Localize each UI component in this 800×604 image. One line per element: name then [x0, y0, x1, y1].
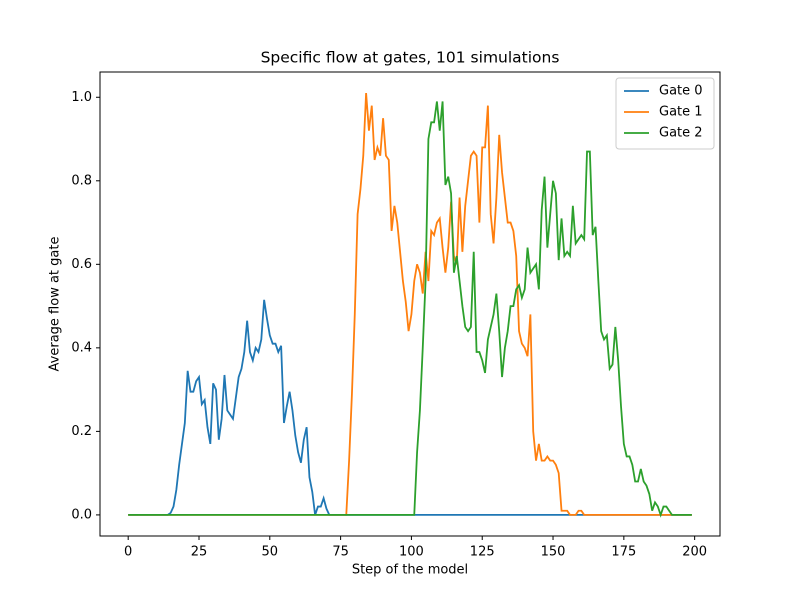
y-axis-label: Average flow at gate — [48, 237, 63, 372]
y-tick-label: 0.6 — [71, 257, 92, 272]
chart-title: Specific flow at gates, 101 simulations — [261, 49, 560, 67]
plot-frame — [99, 71, 721, 537]
legend-label: Gate 0 — [659, 84, 703, 99]
legend-label: Gate 1 — [659, 105, 703, 120]
data-line — [128, 101, 692, 518]
y-tick-label: 1.0 — [71, 90, 92, 105]
x-tick-label: 125 — [470, 545, 495, 560]
data-line — [128, 299, 692, 516]
y-tick-label: 0.2 — [71, 424, 92, 439]
data-line — [128, 93, 692, 516]
legend-label: Gate 2 — [659, 126, 703, 141]
y-tick-label: 0.8 — [71, 173, 92, 188]
y-tick-label: 0.0 — [71, 507, 92, 522]
legend-box — [615, 77, 715, 150]
x-tick-label: 25 — [191, 545, 208, 560]
x-tick-label: 100 — [399, 545, 424, 560]
x-tick-label: 175 — [611, 545, 636, 560]
x-axis-label: Step of the model — [352, 563, 468, 578]
x-tick-label: 50 — [262, 545, 279, 560]
x-tick-label: 200 — [682, 545, 707, 560]
x-tick-label: 0 — [124, 545, 132, 560]
x-tick-label: 75 — [332, 545, 349, 560]
y-tick-label: 0.4 — [71, 340, 92, 355]
x-tick-label: 150 — [541, 545, 566, 560]
